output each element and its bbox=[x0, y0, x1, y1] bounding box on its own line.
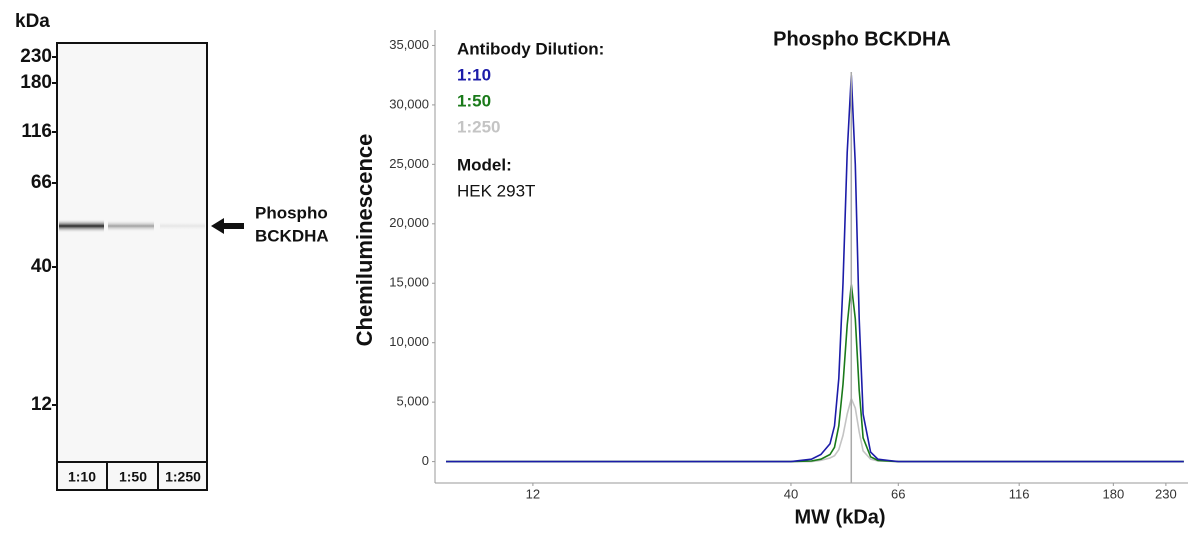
x-axis-label: MW (kDa) bbox=[794, 506, 885, 528]
x-tick-label: 40 bbox=[784, 486, 798, 501]
marker-label: 230 bbox=[20, 46, 52, 67]
legend-title: Antibody Dilution: bbox=[457, 39, 604, 58]
marker-ticks bbox=[52, 56, 58, 406]
blot: kDa 230 180 116 66 40 12 1:10 1:50 1:250… bbox=[15, 11, 329, 491]
marker-label: 12 bbox=[31, 394, 52, 415]
band bbox=[108, 220, 154, 232]
model-value: HEK 293T bbox=[457, 181, 535, 200]
y-tick-label: 10,000 bbox=[389, 334, 429, 349]
y-tick-label: 25,000 bbox=[389, 156, 429, 171]
lane-label: 1:250 bbox=[165, 469, 201, 485]
marker-label: 66 bbox=[31, 172, 52, 193]
x-tick-label: 180 bbox=[1102, 486, 1124, 501]
band bbox=[59, 219, 104, 233]
band-label: Phospho bbox=[255, 203, 328, 222]
series-line bbox=[446, 284, 1184, 463]
x-tick-label: 116 bbox=[1009, 486, 1030, 501]
legend-entry: 1:250 bbox=[457, 117, 500, 136]
y-axis-label: Chemiluminescence bbox=[352, 134, 377, 347]
blot-frame bbox=[56, 42, 208, 491]
marker-label: 116 bbox=[21, 121, 52, 142]
model-label: Model: bbox=[457, 155, 512, 174]
legend-entry: 1:50 bbox=[457, 91, 491, 110]
band-arrow bbox=[211, 218, 244, 234]
x-tick-label: 12 bbox=[526, 486, 540, 501]
x-tick-label: 230 bbox=[1155, 486, 1177, 501]
chart-title: Phospho BCKDHA bbox=[773, 28, 951, 50]
series-line bbox=[446, 396, 1184, 463]
y-tick-label: 30,000 bbox=[389, 96, 429, 111]
x-tick-label: 66 bbox=[891, 486, 905, 501]
legend-entry: 1:10 bbox=[457, 65, 491, 84]
y-tick-label: 20,000 bbox=[389, 215, 429, 230]
series-line bbox=[446, 75, 1184, 463]
unit-label: kDa bbox=[15, 11, 50, 32]
y-tick-label: 0 bbox=[422, 453, 429, 468]
band bbox=[160, 221, 205, 231]
y-tick-label: 15,000 bbox=[389, 275, 429, 290]
y-tick-label: 35,000 bbox=[389, 37, 429, 52]
lane-label: 1:10 bbox=[68, 469, 96, 485]
y-tick-label: 5,000 bbox=[396, 394, 429, 409]
chart: Phospho BCKDHA MW (kDa) Chemiluminescenc… bbox=[352, 28, 1188, 528]
marker-label: 40 bbox=[31, 256, 52, 277]
lane-label: 1:50 bbox=[119, 469, 147, 485]
band-label: BCKDHA bbox=[255, 226, 329, 245]
marker-label: 180 bbox=[20, 72, 52, 93]
